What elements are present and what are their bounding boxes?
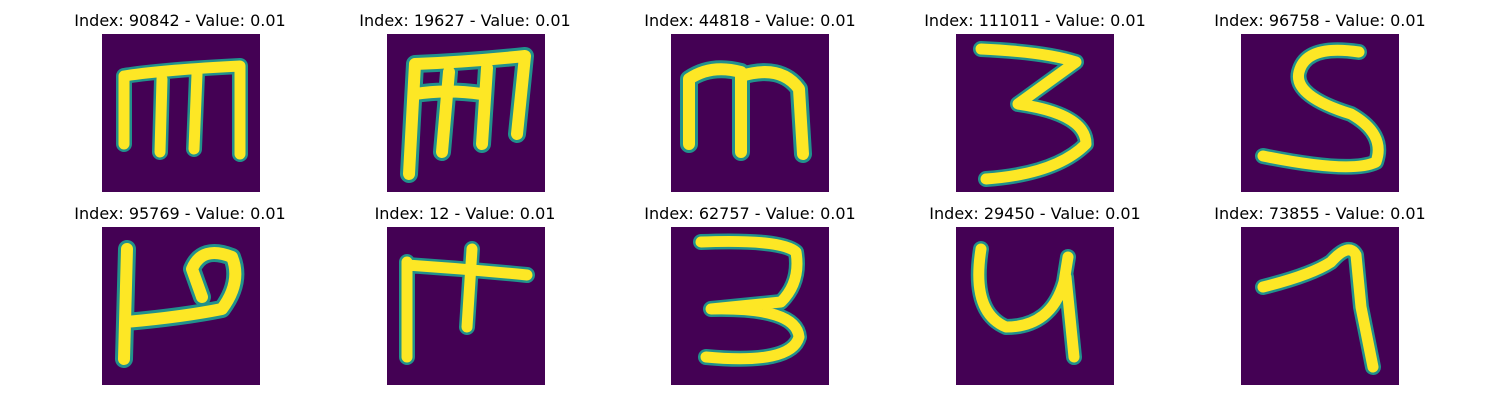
- digit-image: [1241, 227, 1399, 385]
- panel-title: Index: 29450 - Value: 0.01: [929, 204, 1141, 223]
- digit-image: [671, 227, 829, 385]
- panel-title: Index: 111011 - Value: 0.01: [924, 11, 1146, 30]
- digit-image: [956, 227, 1114, 385]
- panel-title: Index: 44818 - Value: 0.01: [644, 11, 856, 30]
- digit-image: [671, 34, 829, 192]
- digit-image: [1241, 34, 1399, 192]
- panel-title: Index: 96758 - Value: 0.01: [1214, 11, 1426, 30]
- glyph-m-image: [116, 58, 248, 162]
- digit-image: [956, 34, 1114, 192]
- digit-image: [102, 227, 260, 385]
- panel-title: Index: 95769 - Value: 0.01: [74, 204, 286, 223]
- panel-title: Index: 90842 - Value: 0.01: [74, 11, 286, 30]
- digit-image: [102, 34, 260, 192]
- digit-image: [387, 34, 545, 192]
- panel-title: Index: 12 - Value: 0.01: [374, 204, 556, 223]
- digit-image: [387, 227, 545, 385]
- panel-title: Index: 19627 - Value: 0.01: [359, 11, 571, 30]
- panel-title: Index: 73855 - Value: 0.01: [1214, 204, 1426, 223]
- panel-title: Index: 62757 - Value: 0.01: [644, 204, 856, 223]
